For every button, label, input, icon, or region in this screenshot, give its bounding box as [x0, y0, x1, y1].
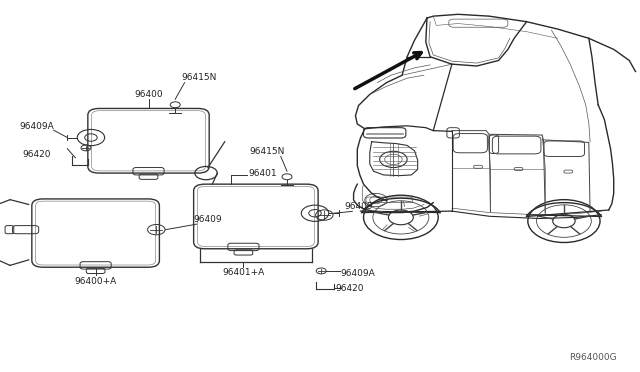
Text: 96409: 96409	[194, 215, 222, 224]
Text: 96400: 96400	[134, 90, 163, 99]
Text: 96420: 96420	[335, 284, 364, 293]
Text: 96401: 96401	[248, 169, 277, 178]
Text: 96420: 96420	[22, 150, 51, 158]
Text: 96415N: 96415N	[250, 147, 285, 156]
Text: 96415N: 96415N	[181, 73, 217, 82]
Text: 96400+A: 96400+A	[74, 277, 116, 286]
Text: 96409A: 96409A	[19, 122, 54, 131]
Text: 96409A: 96409A	[340, 269, 374, 278]
Text: 96409: 96409	[345, 202, 374, 211]
Text: R964000G: R964000G	[569, 353, 617, 362]
Text: 96401+A: 96401+A	[222, 268, 264, 277]
